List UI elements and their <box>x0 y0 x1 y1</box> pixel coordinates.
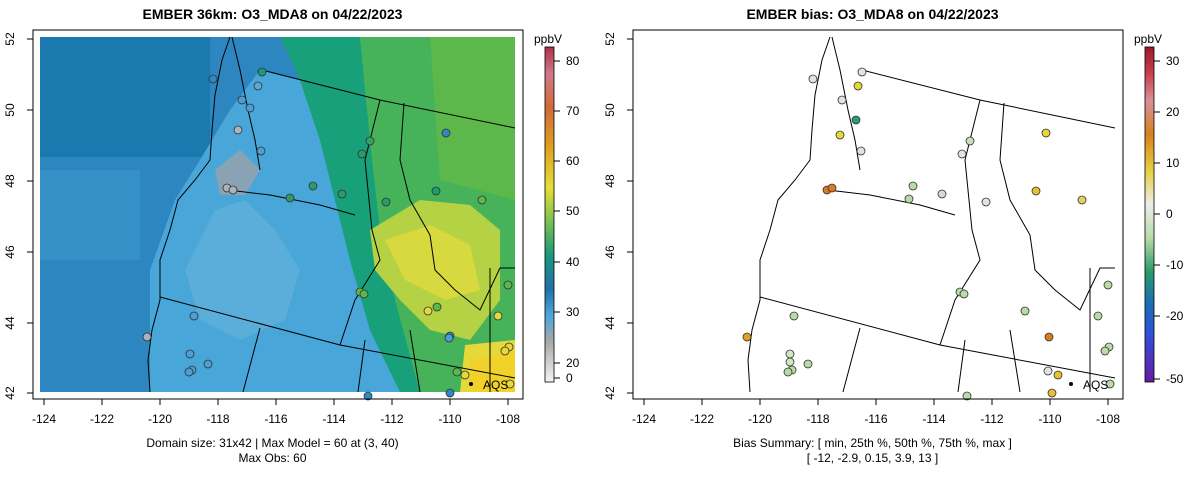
model-stations <box>142 67 515 401</box>
model-colorbar <box>544 46 555 383</box>
units-label: ppbV <box>534 32 562 46</box>
model-y-ticks <box>27 38 33 394</box>
x-tick-label: -120 <box>748 412 772 426</box>
bias-caption-line2: [ -12, -2.9, 0.15, 3.9, 13 ] <box>806 451 939 465</box>
aqs-label: AQS <box>483 378 508 392</box>
x-tick-label: -112 <box>380 412 403 426</box>
model-panel-title: EMBER 36km: O3_MDA8 on 04/22/2023 <box>142 6 403 22</box>
x-tick-label: -118 <box>806 412 829 426</box>
y-tick-label: 52 <box>3 32 17 46</box>
x-tick-label: -110 <box>438 412 461 426</box>
colorbar-tick-label: 80 <box>566 54 580 68</box>
x-tick-label: -110 <box>1038 412 1061 426</box>
colorbar-tick-label: 60 <box>566 154 580 168</box>
colorbar-tick-label: 20 <box>566 356 580 370</box>
bias-stations <box>742 67 1115 401</box>
colorbar-tick-label: -20 <box>1166 309 1184 323</box>
x-tick-label: -116 <box>864 412 887 426</box>
x-tick-label: -118 <box>206 412 229 426</box>
y-tick-label: 48 <box>3 174 17 188</box>
units-label: ppbV <box>1134 32 1162 46</box>
y-tick-label: 46 <box>3 245 17 259</box>
bias-colorbar <box>1144 46 1155 383</box>
y-tick-label: 52 <box>603 32 617 46</box>
model-caption-line1: Domain size: 31x42 | Max Model = 60 at (… <box>146 436 399 450</box>
y-tick-label: 48 <box>603 174 617 188</box>
bias-panel: EMBER bias: O3_MDA8 on 04/22/2023 <box>600 0 1200 479</box>
x-tick-label: -112 <box>980 412 1003 426</box>
bias-panel-title: EMBER bias: O3_MDA8 on 04/22/2023 <box>746 6 999 22</box>
x-tick-label: -114 <box>322 412 345 426</box>
y-tick-label: 44 <box>3 316 17 330</box>
colorbar-tick-label: 0 <box>1166 207 1173 221</box>
y-tick-label: 50 <box>3 103 17 117</box>
model-x-ticks <box>43 399 509 405</box>
x-tick-label: -122 <box>690 412 714 426</box>
bias-boundaries <box>747 36 1116 393</box>
x-tick-label: -124 <box>632 412 656 426</box>
x-tick-label: -124 <box>32 412 56 426</box>
model-frame <box>32 29 524 400</box>
model-field <box>40 37 515 392</box>
bias-caption-line1: Bias Summary: [ min, 25th %, 50th %, 75t… <box>733 436 1012 450</box>
x-tick-label: -108 <box>1096 412 1120 426</box>
colorbar-tick-label: 30 <box>566 305 580 319</box>
model-boundaries <box>147 36 516 393</box>
bias-frame <box>632 29 1124 400</box>
colorbar-tick-label: 40 <box>566 255 580 269</box>
x-tick-label: -116 <box>264 412 287 426</box>
x-tick-label: -120 <box>148 412 172 426</box>
aqs-label: AQS <box>1083 378 1108 392</box>
model-panel: EMBER 36km: O3_MDA8 on 04/22/2023 <box>3 6 580 465</box>
model-caption-line2: Max Obs: 60 <box>238 451 307 465</box>
colorbar-tick-label: -50 <box>1166 372 1184 386</box>
bias-x-ticks <box>643 399 1109 405</box>
x-tick-label: -114 <box>922 412 945 426</box>
colorbar-tick-label: 30 <box>1166 54 1180 68</box>
model-map-svg: AQS -124 -122 -120 -118 -116 -114 -112 -… <box>3 29 580 426</box>
y-tick-label: 46 <box>603 245 617 259</box>
y-tick-label: 42 <box>3 386 17 400</box>
x-tick-label: -108 <box>496 412 520 426</box>
aqs-point <box>469 382 473 386</box>
aqs-point <box>1069 382 1073 386</box>
colorbar-tick-label: 70 <box>566 104 580 118</box>
y-tick-label: 50 <box>603 103 617 117</box>
colorbar-ticks <box>554 60 560 379</box>
y-tick-label: 42 <box>603 386 617 400</box>
y-tick-label: 44 <box>603 316 617 330</box>
x-tick-label: -122 <box>90 412 114 426</box>
colorbar-tick-label: 50 <box>566 204 580 218</box>
colorbar-tick-label: 0 <box>566 371 573 385</box>
bias-map-svg: AQS -124 -122 -120 -118 -116 -114 -112 -… <box>603 29 1184 426</box>
colorbar-ticks <box>1154 60 1160 380</box>
colorbar-tick-label: 20 <box>1166 105 1180 119</box>
colorbar-tick-label: 10 <box>1166 156 1180 170</box>
colorbar-tick-label: -10 <box>1166 258 1184 272</box>
bias-y-ticks <box>627 38 633 394</box>
